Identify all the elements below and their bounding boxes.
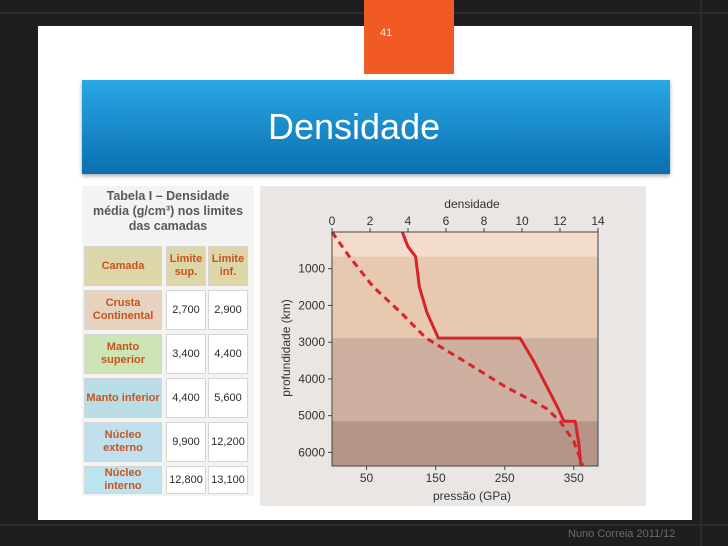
row-sup-nucleo-interno: 12,800 — [166, 466, 206, 494]
row-inf-manto-superior: 4,400 — [208, 334, 248, 374]
pressure-tick-label-1: 150 — [426, 471, 446, 485]
depth-tick-label-1: 2000 — [298, 298, 325, 312]
slide-number-tab: 41 — [364, 0, 454, 74]
density-tick-label-2: 4 — [405, 214, 412, 228]
density-tick-label-4: 8 — [481, 214, 488, 228]
depth-tick-label-5: 6000 — [298, 445, 325, 459]
density-tick-label-0: 0 — [329, 214, 336, 228]
header-camada: Camada — [84, 246, 162, 286]
row-name-manto-superior: Manto superior — [84, 334, 162, 374]
pressure-tick-label-0: 50 — [360, 471, 374, 485]
ylabel: profundidade (km) — [279, 299, 293, 396]
density-table: Tabela I – Densidade média (g/cm³) nos l… — [82, 186, 254, 496]
table-title-line-2: média (g/cm³) nos limites — [92, 204, 244, 218]
depth-tick-label-3: 4000 — [298, 372, 325, 386]
layer-band-2 — [332, 338, 598, 422]
row-sup-manto-superior: 3,400 — [166, 334, 206, 374]
pressure-series-line — [330, 231, 585, 467]
slide-title: Densidade — [268, 106, 441, 147]
xlabel-top: densidade — [444, 197, 500, 211]
pressure-tick-label-3: 350 — [564, 471, 584, 485]
header-limite-inf: Limite inf. — [208, 246, 248, 286]
density-tick-label-7: 14 — [591, 214, 605, 228]
table-title-line-1: Tabela I – Densidade — [106, 189, 230, 203]
depth-tick-label-4: 5000 — [298, 409, 325, 423]
density-tick-label-5: 10 — [515, 214, 529, 228]
row-name-nucleo-interno: Núcleo interno — [84, 466, 162, 494]
density-pressure-chart: 0 2 4 6 8 10 12 14 50 150 250 350 1000 2000 3000 4000 50… — [260, 186, 646, 506]
layer-band-3 — [332, 421, 598, 466]
layer-band-1 — [332, 256, 598, 339]
row-name-nucleo-externo: Núcleo externo — [84, 422, 162, 462]
density-tick-label-1: 2 — [367, 214, 374, 228]
plot-frame — [331, 231, 599, 467]
row-sup-nucleo-externo: 9,900 — [166, 422, 206, 462]
row-name-crusta: Crusta Continental — [84, 290, 162, 330]
depth-tick-label-0: 1000 — [298, 262, 325, 276]
header-limite-sup: Limite sup. — [166, 246, 206, 286]
pressure-tick-label-2: 250 — [495, 471, 515, 485]
footer-text: Nuno Correia 2011/12 — [568, 528, 676, 540]
density-tick-label-3: 6 — [443, 214, 450, 228]
xlabel-bottom: pressão (GPa) — [433, 489, 511, 503]
density-series-line — [400, 231, 583, 467]
row-inf-manto-inferior: 5,600 — [208, 378, 248, 418]
row-inf-nucleo-interno: 13,100 — [208, 466, 248, 494]
title-bar: Densidade — [82, 80, 670, 174]
row-sup-manto-inferior: 4,400 — [166, 378, 206, 418]
table-title: Tabela I – Densidade média (g/cm³) nos l… — [82, 189, 254, 234]
layer-band-0 — [332, 232, 598, 257]
row-inf-crusta: 2,900 — [208, 290, 248, 330]
density-tick-label-6: 12 — [553, 214, 567, 228]
row-inf-nucleo-externo: 12,200 — [208, 422, 248, 462]
row-name-manto-inferior: Manto inferior — [84, 378, 162, 418]
depth-tick-label-2: 3000 — [298, 335, 325, 349]
chart-svg: 0 2 4 6 8 10 12 14 50 150 250 350 1000 2000 3000 4000 50… — [279, 197, 605, 503]
table-title-line-3: das camadas — [128, 219, 208, 233]
row-sup-crusta: 2,700 — [166, 290, 206, 330]
slide-number: 41 — [380, 27, 393, 39]
